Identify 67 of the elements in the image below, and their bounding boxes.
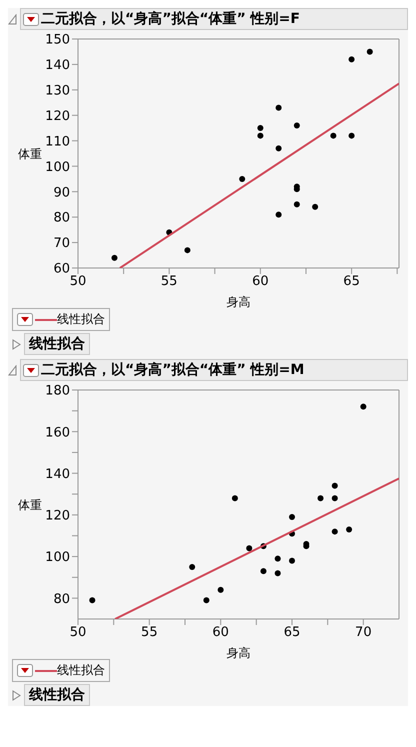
chart-title: 二元拟合，以“身高”拟合“体重” 性别=M — [41, 361, 304, 379]
y-tick-label: 160 — [45, 425, 70, 440]
y-tick-label: 130 — [45, 84, 70, 99]
point — [276, 145, 282, 152]
x-tick-label: 50 — [70, 274, 86, 290]
point — [330, 132, 336, 139]
y-tick-label: 120 — [45, 508, 70, 524]
legend-label: 线性拟合 — [57, 662, 105, 679]
x-axis-title: 身高 — [226, 646, 250, 660]
point — [276, 212, 282, 218]
point — [232, 495, 238, 502]
text: 线性拟合 — [24, 684, 90, 706]
point — [274, 556, 281, 562]
y-tick-label: 140 — [45, 466, 70, 482]
point — [366, 48, 373, 55]
x-tick-label: 70 — [355, 625, 372, 640]
point — [332, 495, 338, 502]
y-tick-label: 60 — [53, 262, 70, 277]
x-tick-label: 65 — [284, 625, 300, 640]
y-axis-title: 体重 — [18, 146, 42, 161]
y-tick-label: 100 — [45, 550, 70, 566]
point — [184, 247, 190, 254]
point — [312, 204, 318, 210]
x-tick-label: 55 — [160, 274, 178, 290]
y-tick-label: 100 — [45, 160, 70, 175]
point — [332, 482, 338, 489]
y-tick-label: 150 — [45, 32, 70, 48]
point — [348, 132, 355, 139]
x-axis-title: 身高 — [226, 295, 250, 309]
y-tick-label: 70 — [53, 236, 70, 252]
y-tick-label: 80 — [53, 592, 70, 607]
point — [318, 495, 324, 502]
point — [346, 526, 352, 532]
point — [257, 132, 264, 139]
y-tick-label: 110 — [45, 134, 70, 150]
chart-title: 二元拟合，以“身高”拟合“体重” 性别=F — [41, 10, 300, 28]
point — [218, 586, 224, 593]
point — [348, 56, 355, 62]
x-tick-label: 60 — [212, 625, 229, 640]
point — [289, 514, 295, 520]
point — [203, 597, 210, 604]
point — [257, 125, 264, 132]
x-tick-label: 50 — [70, 625, 86, 640]
point — [332, 528, 338, 535]
x-tick-label: 65 — [343, 274, 360, 290]
point — [360, 404, 366, 410]
y-axis-title: 体重 — [18, 498, 42, 512]
point — [239, 176, 246, 182]
text: 线性拟合 — [24, 333, 90, 355]
point — [89, 597, 96, 604]
point — [246, 545, 252, 552]
point — [260, 568, 266, 574]
point — [189, 564, 196, 570]
point — [274, 570, 281, 576]
y-tick-label: 120 — [45, 108, 70, 124]
point — [294, 122, 300, 129]
point — [276, 104, 282, 111]
x-tick-label: 55 — [141, 625, 158, 640]
point — [294, 201, 300, 208]
legend-label: 线性拟合 — [57, 311, 105, 328]
point — [111, 254, 118, 261]
y-tick-label: 80 — [53, 210, 70, 226]
point — [289, 558, 295, 564]
x-tick-label: 60 — [252, 274, 269, 290]
y-tick-label: 180 — [45, 384, 70, 399]
y-tick-label: 90 — [53, 185, 70, 200]
y-tick-label: 140 — [45, 58, 70, 74]
